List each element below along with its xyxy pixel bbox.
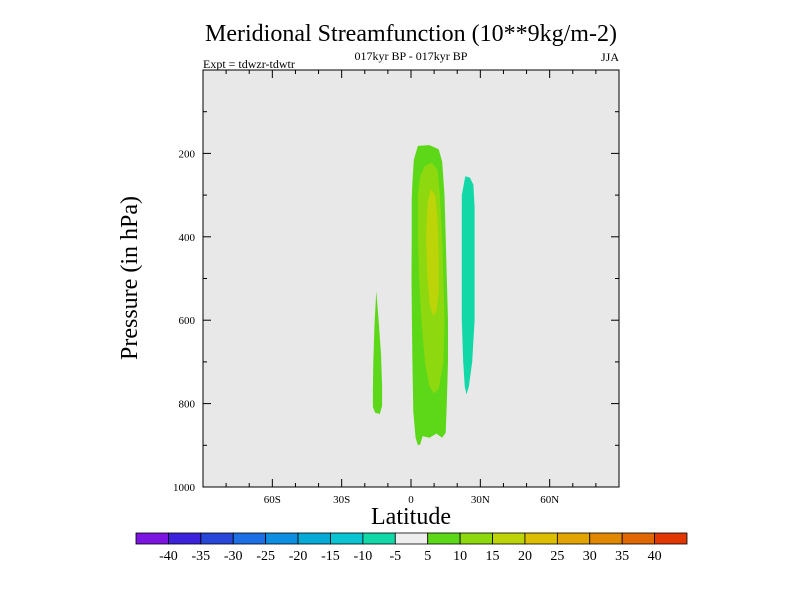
colorbar-label-m30: -30 [224,549,243,564]
colorbar-label-40: 40 [648,549,662,564]
colorbar [135,532,688,545]
x-tick-label-0: 0 [408,494,414,506]
colorbar-label-m35: -35 [191,549,210,564]
colorbar-label-m25: -25 [256,549,275,564]
colorbar-label-30: 30 [583,549,597,564]
colorbar-label-m20: -20 [289,549,308,564]
colorbar-box-4 [265,532,299,545]
colorbar-box-1 [168,532,202,545]
contour-region-3 [426,188,439,316]
colorbar-label-m40: -40 [159,549,178,564]
contour-regions [372,145,475,446]
y-tick-label-400: 400 [179,232,196,244]
colorbar-box-16 [654,532,688,545]
x-tick-labels: 60S 30S 0 30N 60N [264,494,559,506]
x-axis-label: Latitude [371,504,451,530]
y-tick-label-200: 200 [179,148,196,160]
colorbar-box-11 [492,532,526,545]
x-tick-label-60s: 60S [264,494,281,506]
colorbar-box-6 [330,532,364,545]
colorbar-box-10 [459,532,493,545]
y-tick-label-600: 600 [179,315,196,327]
x-tick-label-30s: 30S [333,494,350,506]
colorbar-box-8 [394,532,429,545]
colorbar-box-0 [135,532,169,545]
season-label: JJA [601,50,619,64]
plot-area [203,70,619,487]
colorbar-labels: -40 -35 -30 -25 -20 -15 -10 -5 5 10 15 2… [159,549,662,564]
colorbar-box-9 [427,532,461,545]
colorbar-box-14 [589,532,623,545]
experiment-label: Expt = tdwzr-tdwtr [203,57,295,71]
colorbar-box-15 [621,532,655,545]
contour-region-0 [372,291,383,414]
colorbar-box-2 [200,532,234,545]
colorbar-label-20: 20 [518,549,532,564]
colorbar-box-7 [362,532,396,545]
colorbar-label-15: 15 [486,549,500,564]
colorbar-label-m5: -5 [389,549,401,564]
y-axis-label: Pressure (in hPa) [117,196,143,360]
y-tick-label-800: 800 [179,399,196,411]
axis-ticks [203,70,619,487]
y-tick-labels: 200 400 600 800 1000 [173,148,196,494]
chart-title: Meridional Streamfunction (10**9kg/m-2) [205,21,617,47]
colorbar-label-m15: -15 [321,549,340,564]
colorbar-label-35: 35 [615,549,629,564]
colorbar-box-12 [524,532,558,545]
colorbar-label-5: 5 [424,549,431,564]
colorbar-box-3 [232,532,267,545]
colorbar-box-13 [556,532,591,545]
chart-subtitle: 017kyr BP - 017kyr BP [355,49,468,63]
contour-region-4 [461,176,475,395]
x-tick-label-60n: 60N [540,494,559,506]
colorbar-box-5 [297,532,331,545]
colorbar-label-m10: -10 [354,549,373,564]
x-tick-label-30n: 30N [471,494,490,506]
y-tick-label-1000: 1000 [173,482,196,494]
colorbar-label-10: 10 [453,549,467,564]
colorbar-label-25: 25 [550,549,564,564]
